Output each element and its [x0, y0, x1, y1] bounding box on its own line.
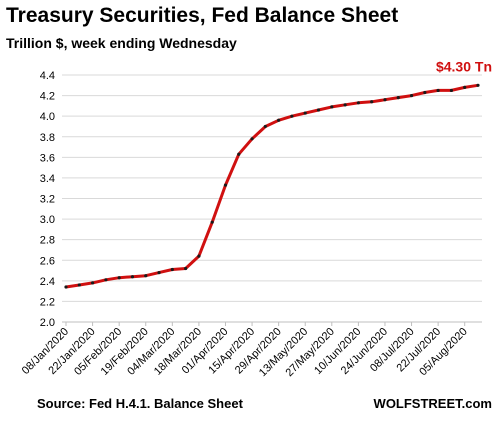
data-point	[383, 98, 387, 102]
y-tick-label: 2.4	[40, 276, 55, 288]
data-point	[77, 283, 81, 287]
data-point	[184, 266, 188, 271]
data-point	[277, 118, 281, 122]
data-point	[290, 114, 294, 118]
data-point	[157, 271, 161, 275]
y-tick-label: 4.4	[40, 70, 55, 82]
y-tick-label: 3.2	[40, 194, 55, 206]
data-point	[250, 137, 254, 141]
data-point	[396, 96, 400, 100]
data-point	[237, 152, 241, 156]
y-tick-label: 2.6	[40, 255, 55, 267]
y-tick-label: 3.6	[40, 152, 55, 164]
data-point	[316, 108, 321, 112]
data-point	[263, 124, 267, 129]
source-note: Source: Fed H.4.1. Balance Sheet	[37, 396, 243, 411]
data-point	[449, 88, 454, 93]
data-point	[463, 85, 467, 89]
data-point	[197, 254, 201, 258]
x-axis: 08/Jan/202022/Jan/202005/Feb/202019/Feb/…	[20, 321, 482, 379]
y-tick-label: 3.4	[40, 173, 55, 185]
y-axis: 2.0 2.2 2.4 2.6 2.8 3.0 3.2 3.4 3.6 3.8 4.0 4.2 4.4	[40, 70, 55, 329]
y-tick-label: 2.0	[40, 317, 55, 329]
data-point	[409, 93, 414, 98]
grid-lines	[62, 74, 482, 323]
y-tick-label: 4.2	[40, 91, 55, 103]
data-point	[90, 281, 95, 285]
data-point	[370, 100, 374, 104]
data-point	[356, 101, 360, 105]
series-treasury	[64, 83, 480, 289]
data-point	[130, 275, 135, 279]
series-line	[65, 83, 479, 289]
chart-title: Treasury Securities, Fed Balance Sheet	[6, 4, 399, 27]
data-point	[330, 105, 334, 109]
data-point	[223, 183, 228, 187]
brand-logo-text: WOLFSTREET.com	[373, 396, 492, 411]
y-tick-label: 4.0	[40, 111, 55, 123]
data-point	[423, 90, 427, 95]
y-tick-label: 3.0	[40, 214, 55, 226]
chart-subtitle: Trillion $, week ending Wednesday	[6, 35, 237, 51]
end-value-label: $4.30 Tn	[436, 58, 492, 74]
data-point	[303, 111, 307, 115]
data-point	[210, 220, 214, 224]
data-point	[436, 88, 440, 93]
data-point	[476, 83, 480, 87]
data-point	[144, 274, 148, 278]
data-point	[64, 285, 68, 289]
y-tick-label: 2.8	[40, 235, 55, 247]
data-point	[104, 278, 108, 282]
y-tick-label: 3.8	[40, 132, 55, 144]
data-point	[117, 276, 121, 280]
data-point	[170, 267, 174, 272]
y-tick-label: 2.2	[40, 296, 55, 308]
data-point	[343, 103, 347, 107]
